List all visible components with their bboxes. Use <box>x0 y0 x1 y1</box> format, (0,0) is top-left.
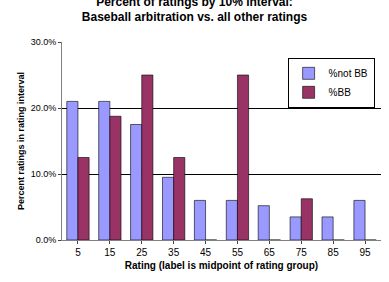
svg-text:75: 75 <box>296 247 308 258</box>
svg-text:85: 85 <box>328 247 340 258</box>
svg-text:Rating (label is midpoint of r: Rating (label is midpoint of rating grou… <box>125 260 318 271</box>
svg-text:Percent of ratings by 10% inte: Percent of ratings by 10% interval:Baseb… <box>82 0 308 24</box>
svg-text:30.0%: 30.0% <box>31 37 57 47</box>
svg-text:%not BB: %not BB <box>329 68 368 79</box>
svg-text:10.0%: 10.0% <box>31 169 57 179</box>
svg-text:20.0%: 20.0% <box>31 103 57 113</box>
svg-text:35: 35 <box>168 247 180 258</box>
svg-text:25: 25 <box>136 247 148 258</box>
svg-text:Percent ratings in rating inte: Percent ratings in rating interval <box>16 72 26 210</box>
svg-text:55: 55 <box>232 247 244 258</box>
svg-text:%BB: %BB <box>329 87 352 98</box>
svg-text:95: 95 <box>359 247 371 258</box>
svg-text:45: 45 <box>200 247 212 258</box>
svg-text:15: 15 <box>104 247 116 258</box>
svg-text:5: 5 <box>75 247 81 258</box>
svg-text:0.0%: 0.0% <box>36 235 57 245</box>
svg-text:65: 65 <box>264 247 276 258</box>
